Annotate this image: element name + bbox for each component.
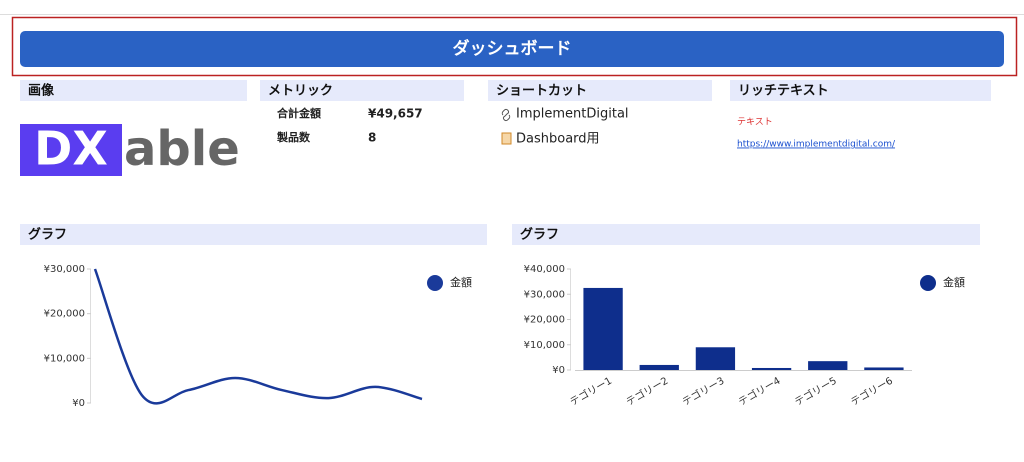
metric-value: ¥49,657 — [368, 107, 423, 121]
panel-title: ショートカット — [496, 84, 587, 99]
line — [93, 268, 423, 405]
panel-header — [260, 80, 464, 101]
x-tick-label: テゴリー2 — [624, 374, 671, 408]
metric-label: 製品数 — [276, 130, 311, 144]
bar — [695, 347, 736, 370]
panel-title: リッチテキスト — [738, 84, 829, 99]
rich-link[interactable]: https://www.implementdigital.com/ — [737, 140, 896, 150]
bar — [808, 361, 848, 370]
bar — [583, 287, 623, 370]
notebook-icon — [501, 132, 512, 145]
chart: ¥0 ¥10,000 ¥20,000 ¥30,000 — [44, 264, 423, 409]
header-title: ダッシュボード — [453, 38, 572, 59]
y-tick-label: ¥0 — [72, 398, 85, 409]
header-bar — [20, 31, 1004, 67]
panel-header — [488, 80, 712, 101]
chart-title: グラフ — [28, 227, 67, 243]
metric-label: 合計金額 — [277, 106, 321, 120]
x-tick-label: テゴリー6 — [848, 374, 895, 408]
legend-swatch — [920, 275, 936, 291]
link-icon — [501, 109, 511, 121]
logo-text: DX — [34, 122, 108, 176]
y-tick-label: ¥20,000 — [44, 309, 85, 320]
x-tick-label: テゴリー1 — [567, 374, 614, 408]
y-tick-label: ¥20,000 — [524, 315, 565, 326]
y-tick-label: ¥0 — [552, 365, 565, 376]
legend-label: 金額 — [943, 275, 965, 289]
logo-bg — [20, 124, 122, 176]
y-tick-label: ¥10,000 — [44, 353, 85, 364]
shortcut-link[interactable]: ImplementDigital — [516, 107, 629, 122]
bar — [639, 364, 679, 370]
y-tick-label: ¥40,000 — [524, 264, 565, 275]
legend-swatch — [427, 275, 443, 291]
panel-header — [20, 80, 247, 101]
panel-header — [512, 224, 980, 245]
panel-header — [20, 224, 487, 245]
bar — [751, 367, 792, 370]
logo-text: able — [124, 121, 240, 177]
legend-label: 金額 — [450, 275, 472, 289]
y-tick-label: ¥30,000 — [44, 264, 85, 275]
shortcut-link[interactable]: Dashboard用 — [516, 132, 600, 147]
panel-title: メトリック — [268, 84, 333, 99]
chart: ¥0 ¥10,000 ¥20,000 ¥30,000 ¥40,000 テゴリー1 テゴリー2… — [524, 264, 912, 408]
x-tick-label: テゴリー5 — [792, 374, 839, 408]
rich-text: テキスト — [737, 117, 773, 128]
highlight-box — [11, 16, 1018, 77]
panel-title: 画像 — [28, 83, 55, 99]
bar — [864, 367, 904, 370]
chart-title: グラフ — [520, 227, 559, 243]
metric-value: 8 — [368, 131, 376, 145]
x-tick-label: テゴリー4 — [736, 374, 783, 408]
panel-header — [730, 80, 991, 101]
y-tick-label: ¥30,000 — [524, 289, 565, 300]
x-tick-label: テゴリー3 — [680, 374, 727, 408]
y-tick-label: ¥10,000 — [524, 340, 565, 351]
